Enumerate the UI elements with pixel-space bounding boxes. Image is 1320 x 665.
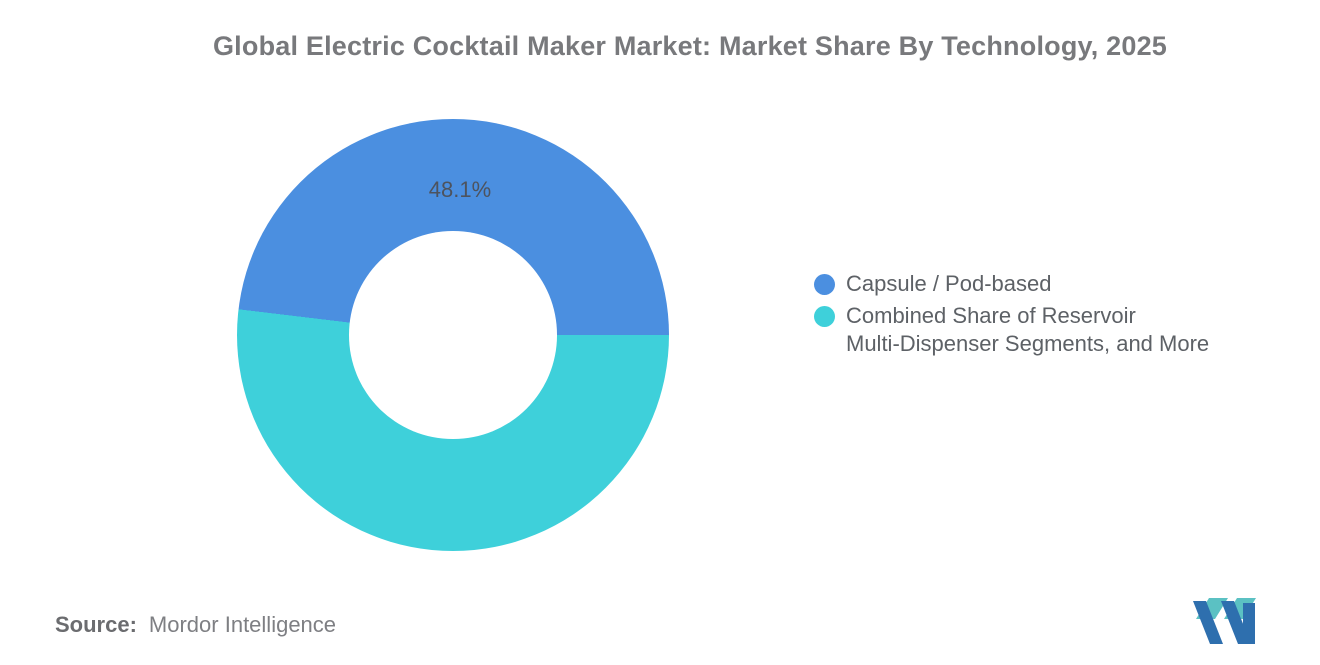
- chart-title: Global Electric Cocktail Maker Market: M…: [212, 31, 1168, 61]
- source-label: Source:: [55, 612, 137, 637]
- legend-label-line: Multi-Dispenser Segments, and More: [846, 331, 1210, 356]
- logo-shape: [1193, 601, 1223, 644]
- source-value: Mordor Intelligence: [148, 612, 337, 637]
- legend-label-line: Capsule / Pod-based: [846, 271, 1052, 296]
- legend-label-capsule: Capsule / Pod-based: [846, 270, 1051, 298]
- legend-item-combined-share[interactable]: Combined Share of Reservoir Multi-Dispen…: [814, 302, 1209, 358]
- legend-swatch-capsule-icon: [814, 274, 835, 295]
- legend-label-line: Combined Share of Reservoir: [846, 303, 1136, 328]
- legend-label-combined: Combined Share of Reservoir Multi-Dispen…: [846, 302, 1209, 358]
- slice-data-label: 48.1%: [428, 177, 492, 202]
- source-note: Source: Mordor Intelligence: [55, 612, 336, 638]
- legend-swatch-combined-icon: [814, 306, 835, 327]
- logo-shape: [1243, 603, 1255, 644]
- legend-item-capsule-pod-based[interactable]: Capsule / Pod-based: [814, 270, 1209, 298]
- donut-chart[interactable]: 48.1%: [237, 119, 669, 551]
- donut-hole: [349, 231, 557, 439]
- mordor-intelligence-logo-icon: [1193, 598, 1256, 644]
- legend: Capsule / Pod-based Combined Share of Re…: [814, 270, 1209, 358]
